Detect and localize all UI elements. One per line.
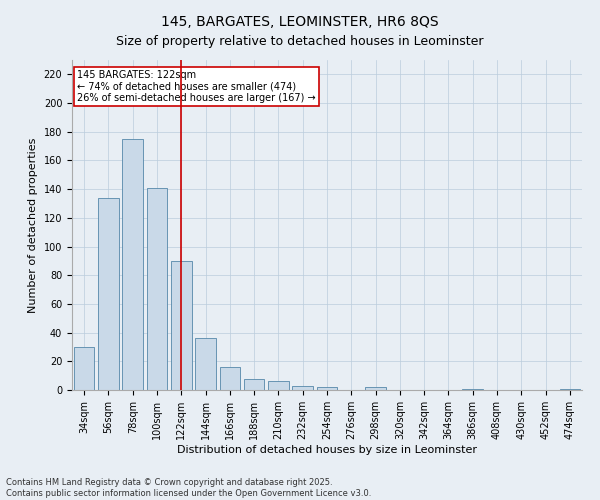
Bar [74, 347, 94, 390]
Bar [560, 388, 580, 390]
Bar [195, 338, 216, 390]
Bar [171, 261, 191, 390]
Bar [292, 386, 313, 390]
Bar [244, 378, 265, 390]
Text: Size of property relative to detached houses in Leominster: Size of property relative to detached ho… [116, 35, 484, 48]
Text: 145, BARGATES, LEOMINSTER, HR6 8QS: 145, BARGATES, LEOMINSTER, HR6 8QS [161, 15, 439, 29]
Text: 145 BARGATES: 122sqm
← 74% of detached houses are smaller (474)
26% of semi-deta: 145 BARGATES: 122sqm ← 74% of detached h… [77, 70, 316, 103]
X-axis label: Distribution of detached houses by size in Leominster: Distribution of detached houses by size … [177, 444, 477, 454]
Bar [365, 387, 386, 390]
Bar [122, 139, 143, 390]
Bar [463, 388, 483, 390]
Bar [268, 382, 289, 390]
Text: Contains HM Land Registry data © Crown copyright and database right 2025.
Contai: Contains HM Land Registry data © Crown c… [6, 478, 371, 498]
Bar [98, 198, 119, 390]
Bar [146, 188, 167, 390]
Bar [220, 367, 240, 390]
Bar [317, 387, 337, 390]
Y-axis label: Number of detached properties: Number of detached properties [28, 138, 38, 312]
